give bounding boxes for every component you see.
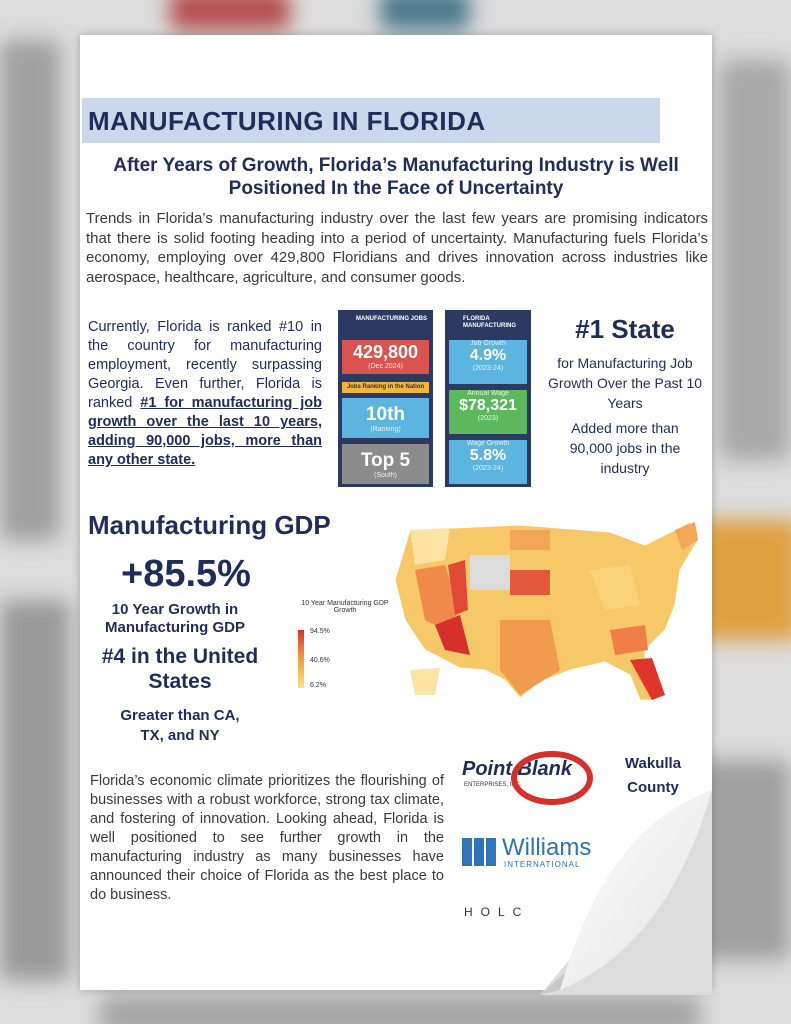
state-region: [435, 615, 470, 655]
subtitle: After Years of Growth, Florida’s Manufac…: [113, 155, 679, 199]
gdp-growth-label: 10 Year Growth in Manufacturing GDP: [104, 601, 245, 636]
state-region: [448, 560, 468, 615]
closing: Florida’s economic climate prioritizes t…: [90, 773, 444, 903]
top-box: Top 5 (South): [342, 444, 429, 484]
gdp-heading: Manufacturing GDP: [88, 510, 331, 540]
logo-holc: HOLC: [464, 905, 530, 919]
gdp-compare: Greater than CA, TX, and NY: [120, 707, 240, 744]
jobs-box: 429,800 (Dec 2024): [342, 340, 429, 374]
state-region: [590, 565, 640, 610]
logo-williams-mark: [462, 838, 496, 866]
legend-high: 94.5%: [310, 628, 330, 635]
logo-williams-sub: INTERNATIONAL: [504, 860, 581, 869]
logo-wakulla: Wakulla County: [624, 755, 682, 796]
document-page: [80, 35, 712, 990]
state-added: Added more than 90,000 jobs in the indus…: [569, 420, 681, 476]
gdp-rank: #4 in the United States: [101, 645, 259, 693]
ranking-text: Currently, Florida is ranked #10 in the …: [88, 318, 322, 470]
stat-box: Job Growth 4.9% (2023-24): [449, 340, 527, 384]
stat-box: Annual Wage $78,321 (2023): [449, 390, 527, 434]
stat-value: $78,321: [459, 397, 517, 414]
logo-point-blank-sub: ENTERPRISES, INC.: [464, 782, 522, 788]
state-region: [410, 528, 450, 565]
ranking-highlight: #1 for manufacturing job growth over the…: [88, 395, 322, 468]
ranking-lead: Currently, Florida is ranked #10 in the …: [88, 319, 322, 411]
stat-sub: (2023-24): [472, 365, 504, 372]
state-region: [630, 658, 665, 700]
state-region: [510, 530, 550, 550]
title-bar: [82, 98, 660, 143]
state-text: for Manufacturing Job Growth Over the Pa…: [547, 355, 703, 411]
state-region: [610, 625, 648, 655]
state-headline: #1 State: [575, 314, 675, 344]
alaska: [410, 668, 440, 695]
top-value: Top 5: [360, 450, 411, 471]
stat-label: Job Growth: [470, 340, 506, 347]
us-map: [394, 521, 699, 701]
state-region: [470, 555, 510, 590]
card-header: FLORIDA MANUFACTURING: [463, 316, 516, 329]
rank-box: 10th (Ranking): [342, 398, 429, 438]
stat-value: 5.8%: [469, 447, 507, 464]
rank-label: (Ranking): [370, 426, 401, 433]
top-label: (South): [374, 472, 397, 479]
florida-card: FLORIDA MANUFACTURING Job Growth 4.9% (202…: [445, 310, 531, 487]
stat-box: Wage Growth 5.8% (2023-24): [449, 440, 527, 484]
gdp-growth: +85.5%: [121, 553, 251, 595]
jobs-value: 429,800: [352, 342, 419, 362]
stat-sub: (2023): [477, 415, 499, 422]
legend-low: 6.2%: [310, 682, 326, 689]
intro: Trends in Florida’s manufacturing indust…: [86, 210, 708, 286]
legend-scale: [298, 630, 304, 688]
logo-williams: Williams: [502, 834, 592, 861]
state-region: [415, 565, 460, 630]
state-region: [510, 570, 550, 595]
stat-label: Wage Growth: [466, 440, 510, 447]
state-region: [675, 522, 698, 550]
stat-sub: (2023-24): [472, 465, 504, 472]
jobs-card: MANUFACTURING JOBS 429,800 (Dec 2024) Job…: [338, 310, 433, 487]
jobs-strip: Jobs Ranking in the Nation: [342, 382, 429, 393]
stat-label: Annual Wage: [467, 390, 509, 397]
page-curl: [540, 790, 712, 995]
title: MANUFACTURING IN FLORIDA: [88, 106, 486, 136]
stat-value: 4.9%: [469, 347, 507, 364]
state-region: [500, 620, 560, 695]
legend-mid: 40.6%: [310, 657, 330, 664]
jobs-label: (Dec 2024): [368, 363, 403, 370]
rank-value: 10th: [365, 404, 406, 425]
logo-swoosh: [511, 751, 593, 805]
card-header: MANUFACTURING JOBS: [356, 316, 428, 322]
legend-title: 10 Year Manufacturing GDP Growth: [301, 600, 389, 614]
